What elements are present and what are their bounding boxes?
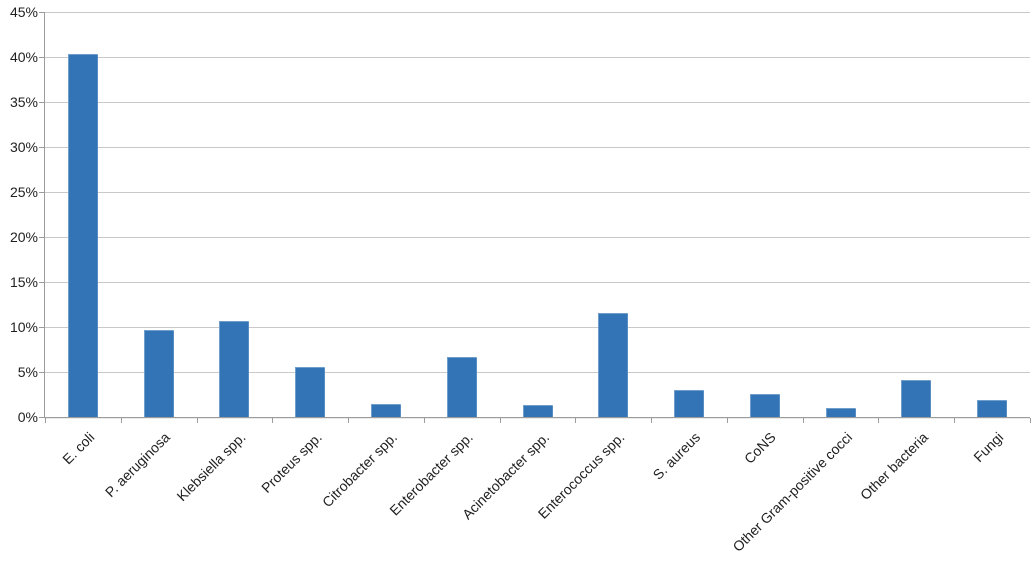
x-axis: E. coli P. aeruginosa Klebsiella spp. Prote… bbox=[45, 429, 1030, 567]
x-axis-label: Proteus spp. bbox=[257, 429, 325, 496]
x-tick bbox=[878, 418, 880, 423]
y-axis-label: 45% bbox=[9, 4, 38, 20]
x-tick bbox=[651, 418, 653, 423]
x-tick bbox=[499, 418, 501, 423]
x-axis-label: Fungi bbox=[970, 429, 1007, 466]
bar-other-bacteria bbox=[901, 380, 932, 417]
x-tick bbox=[726, 418, 728, 423]
y-tick-20pct bbox=[39, 237, 45, 238]
y-axis-label: 0% bbox=[17, 409, 38, 425]
x-tick bbox=[1030, 418, 1031, 423]
bar-enterobacter-spp bbox=[446, 356, 477, 417]
bar-citrobacter-spp bbox=[370, 404, 401, 417]
y-tick-5pct bbox=[39, 372, 45, 373]
gridline-15pct bbox=[45, 281, 1030, 283]
y-axis-label: 40% bbox=[9, 49, 38, 65]
gridline-30pct bbox=[45, 146, 1030, 148]
y-axis-label: 5% bbox=[17, 364, 38, 380]
x-axis-label: P. aeruginosa bbox=[101, 429, 173, 501]
bar-e-coli bbox=[67, 54, 98, 417]
y-axis-label: 10% bbox=[9, 319, 38, 335]
y-tick-25pct bbox=[39, 192, 45, 193]
bar-enterococcus-spp bbox=[598, 312, 629, 417]
x-axis-label: E. coli bbox=[58, 429, 98, 468]
y-tick-10pct bbox=[39, 327, 45, 328]
x-axis-label: Citrobacter spp. bbox=[319, 429, 401, 511]
y-tick-30pct bbox=[39, 147, 45, 148]
x-axis-label: CoNS bbox=[741, 429, 780, 467]
x-tick bbox=[348, 418, 350, 423]
bar-s-aureus bbox=[674, 390, 705, 417]
x-tick bbox=[575, 418, 577, 423]
gridline-20pct bbox=[45, 236, 1030, 238]
bar-acinetobacter-spp bbox=[522, 405, 553, 417]
y-axis-label: 25% bbox=[9, 184, 38, 200]
bar-klebsiella-spp bbox=[219, 320, 250, 417]
gridline-40pct bbox=[45, 56, 1030, 58]
x-axis-label: Other bacteria bbox=[856, 429, 931, 504]
y-axis-label: 30% bbox=[9, 139, 38, 155]
x-tick bbox=[272, 418, 274, 423]
x-tick bbox=[802, 418, 804, 423]
y-tick-0pct bbox=[39, 417, 45, 418]
x-axis-label: S. aureus bbox=[649, 429, 704, 483]
y-tick-15pct bbox=[39, 282, 45, 283]
bar-proteus-spp bbox=[295, 366, 326, 417]
y-axis: 0% 5% 10% 15% 20% 25% 30% 35% 40% 45% bbox=[0, 0, 38, 567]
bar-fungi bbox=[977, 399, 1008, 417]
bar-other-gram-positive-cocci bbox=[825, 408, 856, 417]
y-axis-label: 35% bbox=[9, 94, 38, 110]
x-tick bbox=[196, 418, 198, 423]
bar-p-aeruginosa bbox=[143, 329, 174, 417]
y-axis-label: 15% bbox=[9, 274, 38, 290]
y-tick-40pct bbox=[39, 57, 45, 58]
gridline-25pct bbox=[45, 191, 1030, 193]
plot-area bbox=[39, 11, 1031, 423]
x-tick bbox=[45, 418, 46, 423]
bar-cons bbox=[749, 393, 780, 417]
y-tick-45pct bbox=[39, 12, 45, 13]
gridline-10pct bbox=[45, 326, 1030, 328]
x-axis-line bbox=[44, 417, 1030, 418]
y-axis-line bbox=[44, 12, 45, 417]
y-tick-35pct bbox=[39, 102, 45, 103]
x-tick bbox=[120, 418, 122, 423]
x-tick bbox=[423, 418, 425, 423]
gridline-45pct bbox=[45, 11, 1030, 13]
gridline-35pct bbox=[45, 101, 1030, 103]
x-tick bbox=[954, 418, 956, 423]
y-axis-label: 20% bbox=[9, 229, 38, 245]
x-axis-label: Klebsiella spp. bbox=[173, 429, 249, 505]
gridline-5pct bbox=[45, 371, 1030, 373]
